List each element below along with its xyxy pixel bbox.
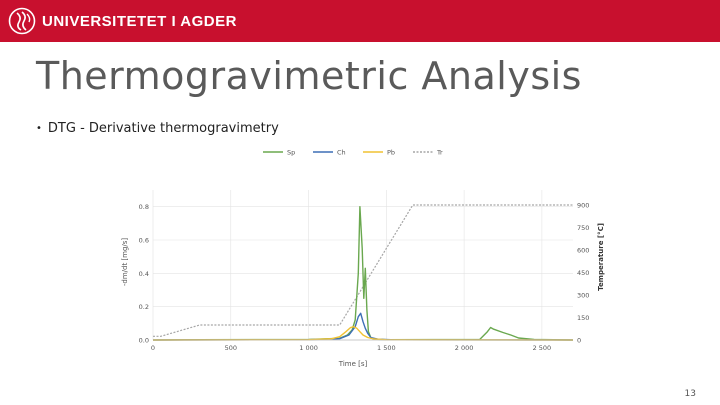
legend-label-pb: Pb [387, 149, 395, 157]
y-axis-label: -dm/dt [mg/s] [121, 238, 129, 287]
dtg-chart: Sp Ch Pb Tr 0.0 0.2 0.4 0.6 0.8 0 500 1 000 1 500 2 … [118, 144, 620, 372]
chart-axes: 0.0 0.2 0.4 0.6 0.8 0 500 1 000 1 500 2 000 2 500 0… [139, 202, 590, 353]
x-tick-label: 0 [151, 344, 155, 352]
header-bar: UNIVERSITETET I AGDER [0, 0, 720, 42]
chart-legend: Sp Ch Pb Tr [263, 149, 443, 157]
x-tick-label: 1 000 [299, 344, 318, 352]
bullet-item: • DTG - Derivative thermogravimetry [36, 121, 279, 136]
legend-label-tr: Tr [436, 149, 443, 157]
y2-tick-label: 900 [577, 202, 589, 210]
uia-seal-icon [8, 7, 36, 35]
bullet-text: DTG - Derivative thermogravimetry [47, 121, 279, 136]
series-line-sp [152, 206, 574, 341]
series-line-pb [152, 325, 574, 341]
series-layer [152, 204, 574, 341]
y-tick-label: 0.4 [139, 270, 149, 278]
y2-tick-label: 450 [577, 269, 589, 277]
bullet-dot-icon: • [36, 123, 42, 134]
series-line-ch [152, 312, 574, 341]
legend-label-ch: Ch [337, 149, 346, 157]
y2-tick-label: 750 [577, 224, 589, 232]
y-tick-label: 0.0 [139, 337, 149, 345]
y2-tick-label: 300 [577, 292, 589, 300]
x-tick-label: 1 500 [377, 344, 396, 352]
y2-tick-label: 0 [577, 337, 581, 345]
y-tick-label: 0.6 [139, 237, 149, 245]
y2-axis-label: Temperature [°C] [597, 223, 605, 291]
slide-title: Thermogravimetric Analysis [36, 54, 582, 98]
x-tick-label: 2 500 [533, 344, 552, 352]
y2-tick-label: 150 [577, 314, 589, 322]
page-number: 13 [684, 389, 696, 399]
x-axis-label: Time [s] [338, 360, 368, 368]
y2-tick-label: 600 [577, 247, 589, 255]
y-tick-label: 0.8 [139, 203, 149, 211]
university-name: UNIVERSITETET I AGDER [42, 13, 237, 30]
x-tick-label: 2 000 [455, 344, 474, 352]
chart-svg: Sp Ch Pb Tr 0.0 0.2 0.4 0.6 0.8 0 500 1 000 1 500 2 … [121, 149, 605, 369]
x-tick-label: 500 [225, 344, 237, 352]
y-tick-label: 0.2 [139, 303, 149, 311]
legend-label-sp: Sp [287, 149, 295, 157]
